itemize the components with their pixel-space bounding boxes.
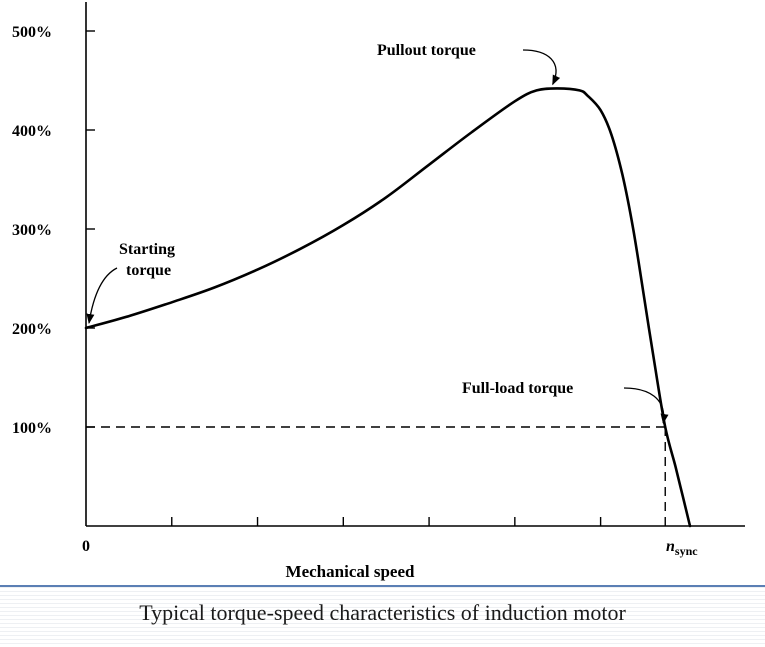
annotation-starting-torque-line2: torque — [126, 262, 171, 279]
y-tick-label: 200% — [12, 321, 52, 338]
y-tick-label: 500% — [12, 24, 52, 41]
annotation-pullout-torque: Pullout torque — [377, 42, 476, 59]
annotation-starting-torque: Starting — [119, 241, 175, 258]
y-tick-label: 400% — [12, 123, 52, 140]
x-axis-title: Mechanical speed — [286, 562, 415, 581]
pullout-leader-arrow — [522, 49, 561, 86]
y-tick-label: 300% — [12, 222, 52, 239]
figure-caption: Typical torque-speed characteristics of … — [139, 600, 626, 625]
separator-line — [0, 585, 765, 587]
full-load-leader-arrow — [623, 387, 669, 424]
annotation-full-load-torque: Full-load torque — [462, 380, 573, 397]
torque-speed-chart: Mechanical speed 100% 200% 300% 400% 500% 0 ns… — [12, 2, 745, 581]
y-tick-label: 100% — [12, 420, 52, 437]
x-tick-label: nsync — [666, 538, 698, 558]
torque-speed-curve — [84, 87, 692, 528]
x-tick-label: 0 — [82, 538, 90, 555]
starting-leader-arrow — [86, 267, 118, 324]
chart-figure: Mechanical speed 100% 200% 300% 400% 500% 0 ns… — [12, 2, 745, 581]
